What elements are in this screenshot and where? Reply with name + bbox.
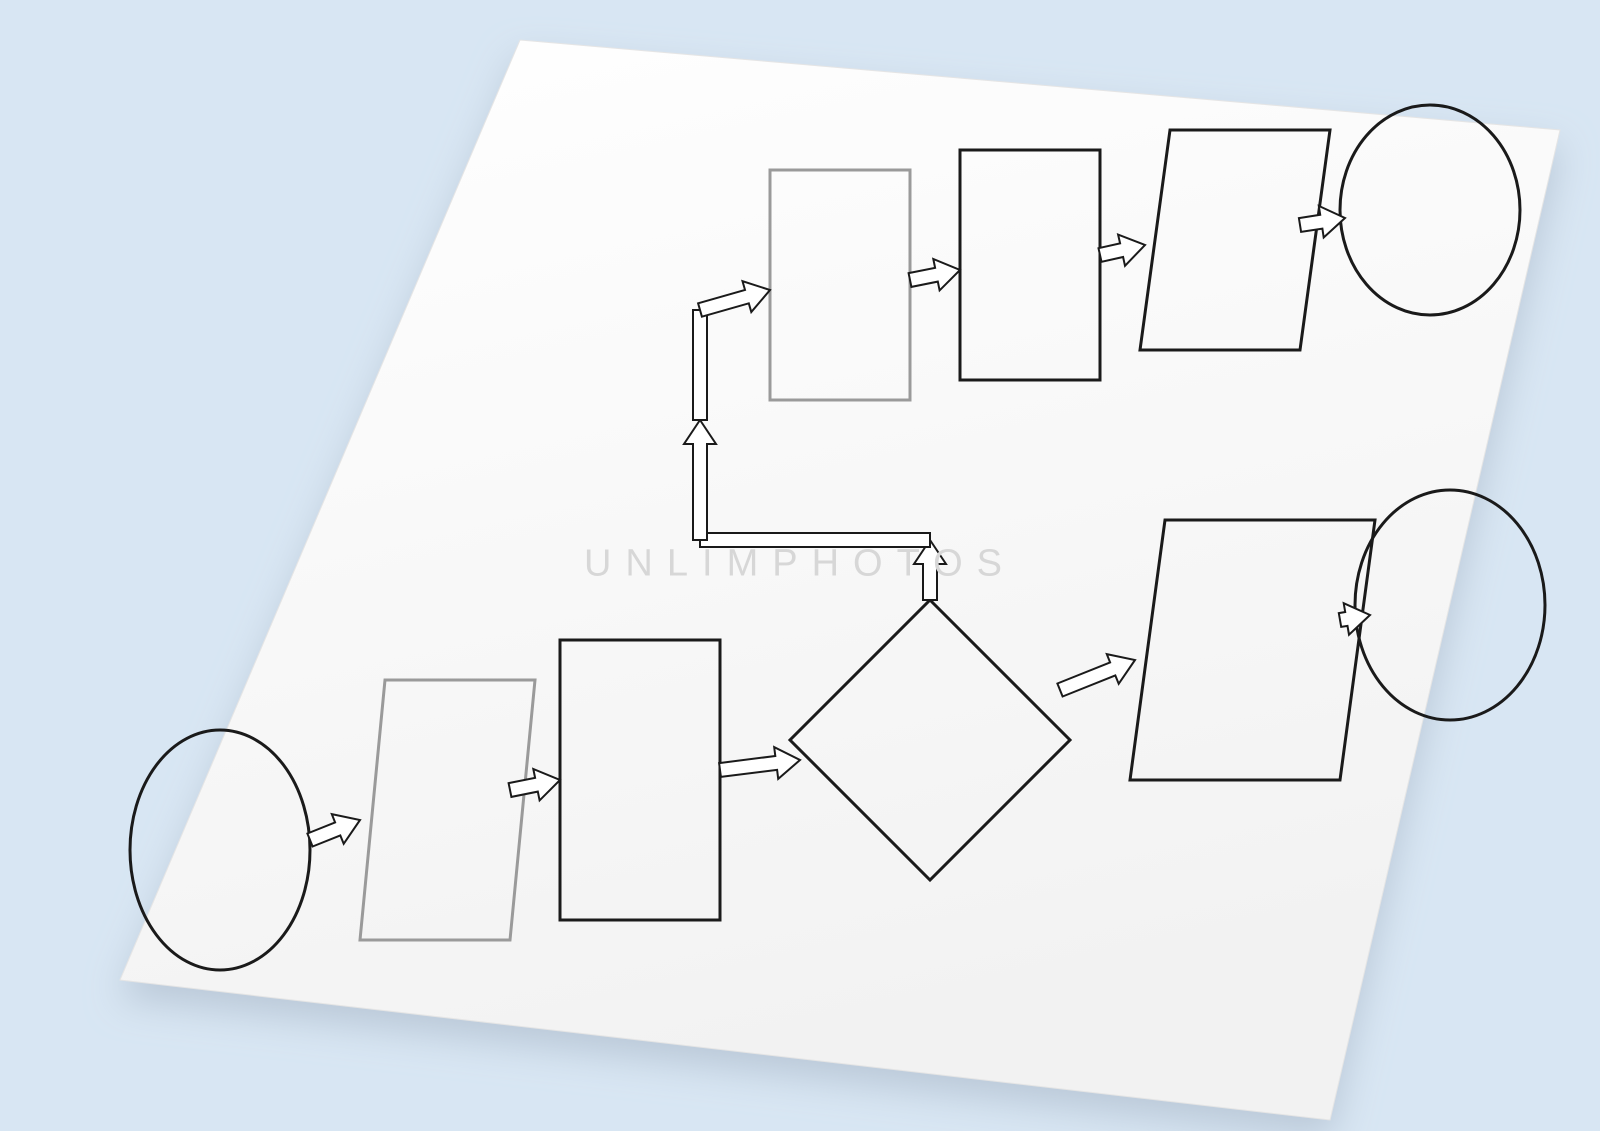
flow-shaft [700, 533, 930, 547]
stage: UNLIMPHOTOS [0, 0, 1600, 1131]
paper-sheet [120, 40, 1560, 1120]
flowchart-svg [0, 0, 1600, 1131]
flow-shaft [693, 310, 707, 420]
